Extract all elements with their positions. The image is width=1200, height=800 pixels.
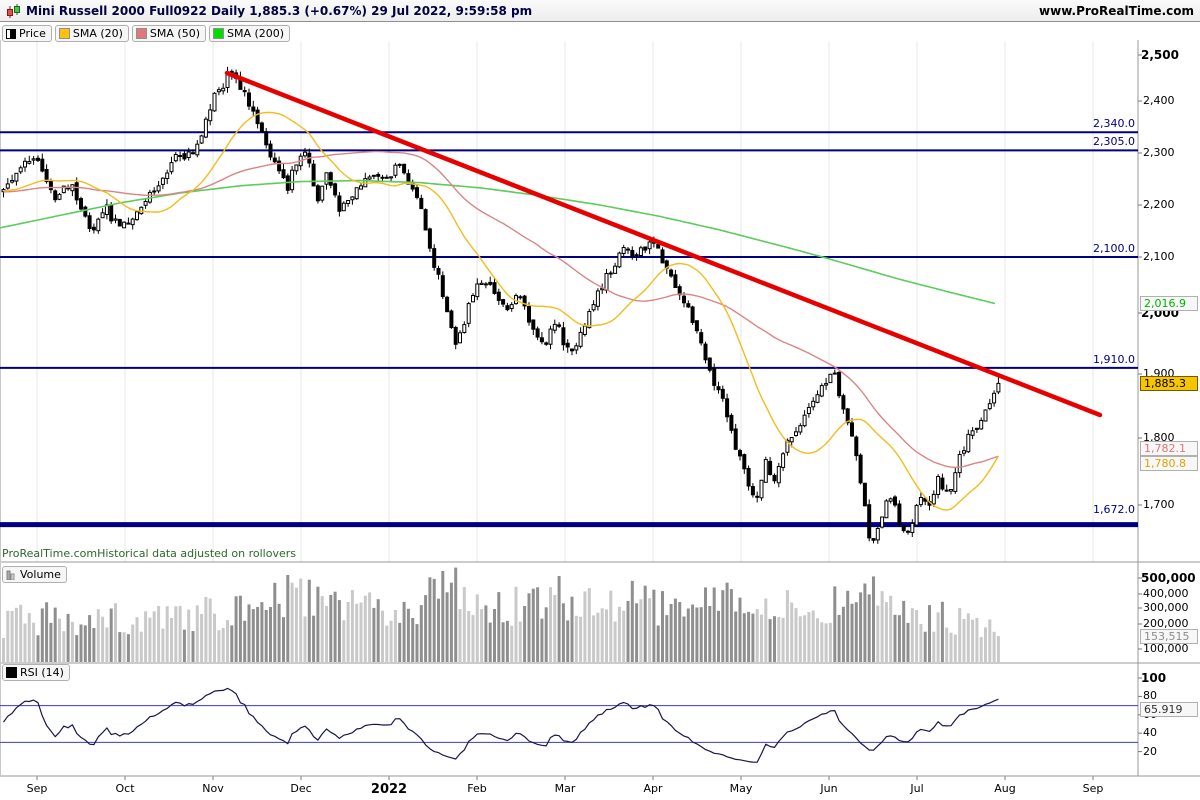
price-axis-tick: 2,100 bbox=[1143, 250, 1175, 263]
time-axis-label-sep: Sep bbox=[26, 782, 48, 795]
time-axis-label-dec: Dec bbox=[290, 782, 312, 795]
legend-sma200-button[interactable]: SMA (200) bbox=[209, 25, 291, 42]
legend-rsi-label: RSI (14) bbox=[20, 666, 64, 679]
sma20-value-badge: 1,780.8 bbox=[1140, 456, 1198, 471]
time-axis-label-2022: 2022 bbox=[370, 782, 408, 797]
rsi-axis-tick: 40 bbox=[1143, 726, 1157, 740]
title-bar: Mini Russell 2000 Full0922 Daily 1,885.3… bbox=[0, 0, 1200, 22]
rollover-note: Historical data adjusted on rollovers bbox=[97, 547, 296, 560]
time-axis-label-oct: Oct bbox=[115, 782, 135, 795]
legend-sma50-button[interactable]: SMA (50) bbox=[131, 25, 206, 42]
level-label-1672: 1,672.0 bbox=[1093, 503, 1135, 516]
volume-axis-tick: 300,000 bbox=[1143, 601, 1189, 614]
downtrend-line[interactable] bbox=[224, 70, 1103, 418]
legend-sma50-label: SMA (50) bbox=[149, 27, 200, 40]
brand-text: ProRealTime.com bbox=[2, 547, 98, 560]
footer-note: ProRealTime.comHistorical data adjusted … bbox=[2, 547, 296, 560]
time-axis-label-jul: Jul bbox=[910, 782, 924, 795]
legend-price-label: Price bbox=[19, 27, 46, 40]
price-axis-tick: 2,200 bbox=[1143, 198, 1175, 211]
level-label-2305: 2,305.0 bbox=[1093, 135, 1135, 148]
volume-axis-tick: 200,000 bbox=[1143, 617, 1189, 630]
volume-axis-tick: 100,000 bbox=[1143, 642, 1189, 655]
volume-axis-tick: 400,000 bbox=[1143, 587, 1189, 600]
price-axis-tick: 2,300 bbox=[1143, 146, 1175, 159]
price-axis-tick: 2,400 bbox=[1143, 94, 1175, 107]
time-axis-label-jun: Jun bbox=[820, 782, 838, 795]
sma20-swatch-icon bbox=[58, 28, 70, 39]
volume-bars-icon bbox=[6, 570, 15, 580]
price-axis-tick: 2,500 bbox=[1141, 48, 1179, 62]
candlestick-series bbox=[1, 66, 1001, 544]
website-link[interactable]: www.ProRealTime.com bbox=[1039, 3, 1194, 18]
rsi-value-badge: 65.919 bbox=[1140, 702, 1198, 717]
sma200-line bbox=[0, 179, 996, 305]
legend-price-button[interactable]: Price bbox=[2, 25, 52, 42]
sma50-line bbox=[3, 150, 999, 469]
rsi-axis-tick: 100 bbox=[1141, 671, 1167, 685]
time-axis-label-nov: Nov bbox=[202, 782, 224, 795]
volume-value-badge: 153,515 bbox=[1140, 629, 1198, 644]
level-label-2340: 2,340.0 bbox=[1093, 117, 1135, 130]
level-label-2100: 2,100.0 bbox=[1093, 242, 1135, 255]
legend-sma200-label: SMA (200) bbox=[227, 27, 285, 40]
page-title: Mini Russell 2000 Full0922 Daily 1,885.3… bbox=[26, 3, 533, 18]
candlestick-icon bbox=[7, 3, 20, 18]
time-axis-label-sep: Sep bbox=[1082, 782, 1104, 795]
volume-axis-tick: 500,000 bbox=[1141, 571, 1196, 585]
volume-bars bbox=[2, 567, 1000, 662]
legend-volume-label: Volume bbox=[20, 568, 61, 581]
time-axis-label-aug: Aug bbox=[994, 782, 1016, 795]
rsi-line bbox=[3, 687, 999, 763]
sma200-swatch-icon bbox=[213, 28, 224, 39]
rsi-swatch-icon bbox=[6, 667, 17, 678]
sma20-line bbox=[3, 111, 999, 511]
price-axis-tick: 1,800 bbox=[1143, 431, 1175, 444]
last-price-badge: 1,885.3 bbox=[1140, 376, 1198, 391]
sma200-value-badge: 2,016.9 bbox=[1140, 296, 1198, 311]
time-axis-label-feb: Feb bbox=[467, 782, 487, 795]
time-axis-label-mar: Mar bbox=[554, 782, 576, 795]
time-axis-label-apr: Apr bbox=[643, 782, 663, 795]
price-candle-icon bbox=[6, 28, 16, 39]
legend-sma20-button[interactable]: SMA (20) bbox=[54, 25, 129, 42]
sma50-value-badge: 1,782.1 bbox=[1140, 441, 1198, 456]
level-label-1910: 1,910.0 bbox=[1093, 353, 1135, 366]
legend-rsi-button[interactable]: RSI (14) bbox=[2, 664, 70, 681]
price-axis-tick: 1,700 bbox=[1143, 498, 1175, 511]
time-axis-label-may: May bbox=[729, 782, 753, 795]
rsi-axis-tick: 80 bbox=[1143, 689, 1157, 703]
legend-volume-button[interactable]: Volume bbox=[2, 566, 67, 583]
price-legend-row: Price SMA (20) SMA (50) SMA (200) bbox=[2, 25, 291, 42]
rsi-axis-tick: 20 bbox=[1143, 744, 1157, 758]
sma50-swatch-icon bbox=[135, 28, 147, 39]
legend-sma20-label: SMA (20) bbox=[72, 27, 123, 40]
